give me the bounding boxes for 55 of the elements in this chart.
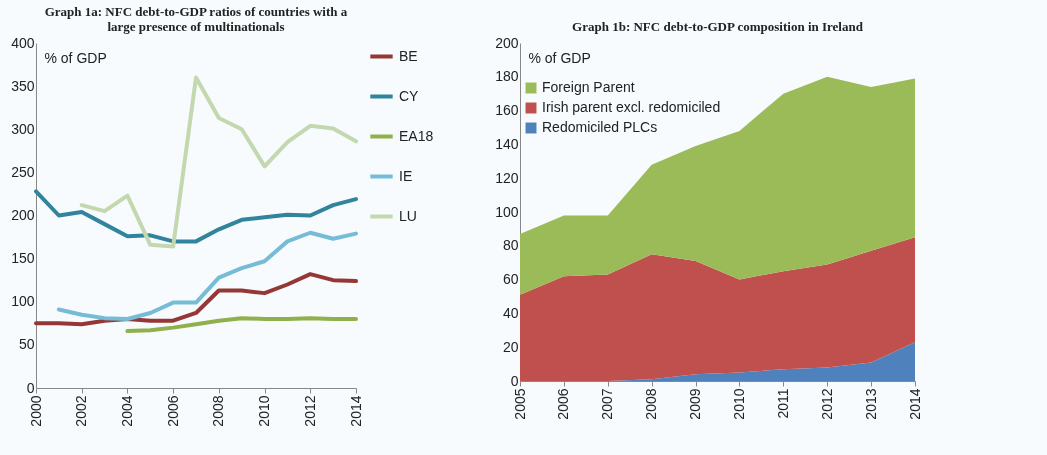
x-tick-label: 2008: [643, 388, 660, 420]
y-tick-label: 200: [11, 207, 35, 223]
x-tick-label: 2009: [687, 388, 704, 420]
line-series: [125, 316, 358, 334]
x-tick-label: 2004: [118, 395, 135, 427]
y-tick-label: 140: [495, 135, 519, 152]
x-tick-label: 2011: [774, 388, 791, 419]
y-tick-label: 300: [11, 120, 35, 137]
legend-label: Redomiciled PLCs: [542, 119, 658, 135]
y-tick-label: 180: [495, 68, 519, 85]
y-tick-label: 0: [26, 379, 35, 396]
y-tick-label: 250: [11, 163, 35, 180]
legend-label: CY: [399, 87, 420, 104]
x-tick-label: 2013: [862, 388, 879, 420]
y-tick-label: 40: [502, 304, 519, 321]
line-series: [34, 272, 358, 327]
legend-label: LU: [399, 207, 417, 224]
y-axis-title: % of GDP: [528, 49, 591, 66]
y-axis-title: % of GDP: [44, 49, 107, 66]
x-tick-label: 2005: [511, 388, 528, 420]
y-tick-label: 120: [495, 169, 519, 186]
y-tick-label: 0: [510, 372, 519, 389]
x-tick-label: 2014: [347, 395, 364, 427]
x-tick-label: 2007: [599, 388, 616, 420]
legend-label: Foreign Parent: [542, 79, 635, 95]
y-tick-label: 60: [502, 271, 519, 288]
x-tick-label: 2006: [164, 395, 181, 427]
y-tick-label: 160: [495, 102, 519, 119]
chart-title: Graph 1a: NFC debt-to-GDP ratios of countries with a large presence of multinationals: [44, 4, 348, 34]
x-tick-label: 2014: [906, 388, 923, 420]
x-tick-label: 2008: [210, 395, 227, 427]
line-series: [56, 230, 358, 321]
x-tick-label: 2010: [256, 395, 273, 427]
chart-title: Graph 1b: NFC debt-to-GDP composition in Ireland: [572, 19, 864, 34]
y-tick-label: 350: [11, 77, 35, 94]
y-tick-label: 20: [502, 338, 519, 355]
y-tick-label: 150: [11, 250, 35, 267]
legend-label: Irish parent excl. redomiciled: [542, 99, 721, 115]
x-tick-label: 2000: [27, 395, 44, 427]
line-series: [34, 189, 358, 244]
x-tick-label: 2006: [555, 388, 572, 420]
y-tick-label: 50: [18, 336, 35, 353]
y-tick-label: 200: [495, 34, 519, 51]
x-tick-label: 2010: [730, 388, 747, 420]
y-tick-label: 400: [11, 34, 35, 51]
x-tick-label: 2012: [818, 388, 835, 420]
y-tick-label: 100: [11, 293, 35, 310]
y-tick-label: 100: [495, 203, 519, 220]
x-tick-label: 2012: [301, 395, 318, 427]
x-tick-label: 2002: [73, 395, 90, 427]
line-series: [79, 75, 358, 249]
legend-label: IE: [399, 167, 413, 184]
legend-label: EA18: [399, 127, 434, 144]
y-tick-label: 80: [502, 237, 519, 254]
legend-label: BE: [399, 47, 418, 64]
